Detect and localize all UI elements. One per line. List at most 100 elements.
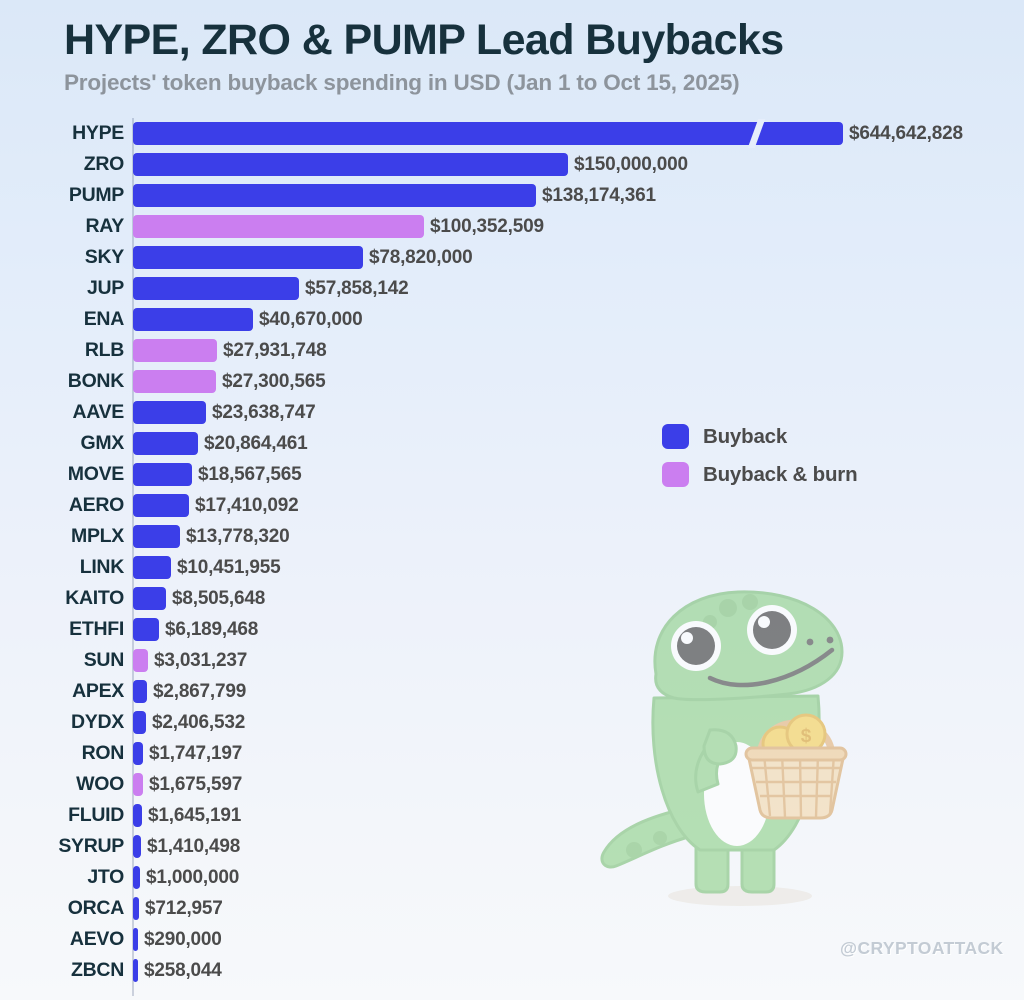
bar-row: KAITO $8,505,648 [0, 583, 1024, 614]
bar-row: GMX $20,864,461 [0, 428, 1024, 459]
bar [133, 246, 363, 269]
bar-row: DYDX $2,406,532 [0, 707, 1024, 738]
bar [133, 308, 253, 331]
bar-row: MOVE $18,567,565 [0, 459, 1024, 490]
value-label: $23,638,747 [212, 401, 316, 423]
category-label: BONK [67, 370, 125, 392]
value-label: $20,864,461 [204, 432, 308, 454]
bar [133, 119, 843, 148]
bar-row: ZBCN $258,044 [0, 955, 1024, 986]
bar-row: JUP $57,858,142 [0, 273, 1024, 304]
bar-and-value: $6,189,468 [133, 614, 258, 645]
category-label: RON [81, 742, 125, 764]
category-label: PUMP [68, 184, 124, 206]
bar-and-value: $644,642,828 [133, 118, 963, 149]
value-label: $1,410,498 [147, 835, 241, 857]
bar [133, 277, 299, 300]
bar-row: RON $1,747,197 [0, 738, 1024, 769]
bar-and-value: $27,300,565 [133, 366, 326, 397]
bar [133, 401, 206, 424]
bar-and-value: $2,406,532 [133, 707, 245, 738]
value-label: $10,451,955 [177, 556, 281, 578]
value-label: $290,000 [144, 928, 222, 950]
value-label: $27,300,565 [222, 370, 326, 392]
bar-and-value: $712,957 [133, 893, 223, 924]
bar [133, 773, 143, 796]
bar [133, 184, 536, 207]
value-label: $78,820,000 [369, 246, 473, 268]
bar-and-value: $138,174,361 [133, 180, 656, 211]
bar-and-value: $150,000,000 [133, 149, 688, 180]
bar [133, 463, 192, 486]
bar-row: ZRO $150,000,000 [0, 149, 1024, 180]
value-label: $57,858,142 [305, 277, 409, 299]
bar [133, 742, 143, 765]
category-label: JUP [86, 277, 124, 299]
bar-row: AAVE $23,638,747 [0, 397, 1024, 428]
category-label: SKY [84, 246, 125, 268]
bar [133, 649, 148, 672]
category-label: APEX [72, 680, 124, 702]
bar-and-value: $18,567,565 [133, 459, 302, 490]
bar-and-value: $40,670,000 [133, 304, 363, 335]
chart-header: HYPE, ZRO & PUMP Lead Buybacks Projects'… [0, 0, 1024, 96]
category-label: LINK [79, 556, 125, 578]
bar-and-value: $27,931,748 [133, 335, 327, 366]
category-label: HYPE [72, 122, 124, 144]
bar-row: WOO $1,675,597 [0, 769, 1024, 800]
value-label: $2,867,799 [153, 680, 247, 702]
category-label: KAITO [65, 587, 124, 609]
value-label: $712,957 [145, 897, 223, 919]
bar-and-value: $17,410,092 [133, 490, 299, 521]
bar-row: ORCA $712,957 [0, 893, 1024, 924]
bar [133, 804, 142, 827]
bar [133, 432, 198, 455]
axis-baseline [132, 118, 134, 996]
category-label: ENA [83, 308, 125, 330]
category-label: SYRUP [58, 835, 124, 857]
category-label: ZRO [83, 153, 125, 175]
bar-and-value: $57,858,142 [133, 273, 409, 304]
category-label: ORCA [67, 897, 125, 919]
bar-and-value: $1,000,000 [133, 862, 239, 893]
bar-row: FLUID $1,645,191 [0, 800, 1024, 831]
bar [133, 959, 138, 982]
value-label: $150,000,000 [574, 153, 688, 175]
bar-and-value: $1,747,197 [133, 738, 242, 769]
bar [133, 680, 147, 703]
value-label: $258,044 [144, 959, 222, 981]
bar-chart-plot: HYPE $644,642,828 ZRO $150,000,000 PUMP $138,… [0, 118, 1024, 1000]
category-label: ZBCN [71, 959, 124, 981]
value-label: $3,031,237 [154, 649, 248, 671]
bar-and-value: $23,638,747 [133, 397, 316, 428]
gecko-mascot-illustration: $ [592, 578, 874, 910]
value-label: $2,406,532 [152, 711, 246, 733]
bar [133, 215, 424, 238]
legend-label: Buyback [703, 424, 788, 448]
bar-row: BONK $27,300,565 [0, 366, 1024, 397]
legend-item-buyback[interactable]: Buyback [662, 424, 857, 449]
bar [133, 494, 189, 517]
value-label: $8,505,648 [172, 587, 266, 609]
watermark: @CRYPTOATTACK [840, 938, 1004, 958]
category-label: RLB [84, 339, 124, 361]
bar-and-value: $20,864,461 [133, 428, 308, 459]
bar-row: AEVO $290,000 [0, 924, 1024, 955]
legend-swatch-icon [662, 462, 689, 487]
category-label: AERO [68, 494, 124, 516]
bar [133, 866, 140, 889]
bar-and-value: $2,867,799 [133, 676, 246, 707]
bar [133, 587, 166, 610]
category-label: JTO [87, 866, 124, 888]
bar [133, 928, 138, 951]
bar [133, 153, 568, 176]
bar-row: APEX $2,867,799 [0, 676, 1024, 707]
category-label: WOO [76, 773, 124, 795]
value-label: $18,567,565 [198, 463, 302, 485]
legend-swatch-icon [662, 424, 689, 449]
bar-row: HYPE $644,642,828 [0, 118, 1024, 149]
bar [133, 370, 216, 393]
legend-item-buyback_burn[interactable]: Buyback & burn [662, 462, 858, 487]
bar-row: RAY $100,352,509 [0, 211, 1024, 242]
value-label: $1,675,597 [149, 773, 243, 795]
